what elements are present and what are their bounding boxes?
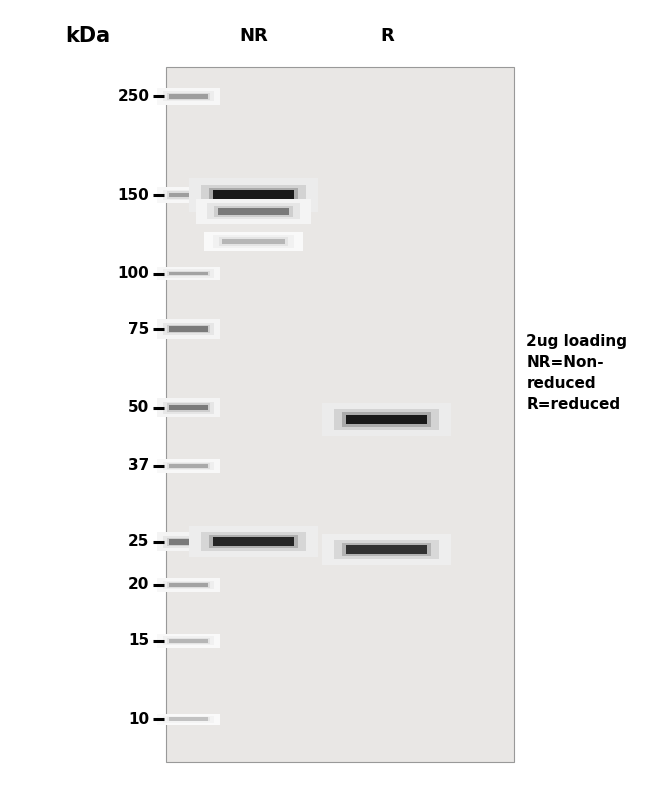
Bar: [163, 323, 214, 335]
Bar: [167, 93, 210, 100]
Text: 20: 20: [128, 577, 150, 592]
Text: NR: NR: [239, 27, 268, 44]
Bar: [157, 714, 220, 725]
Bar: [167, 325, 210, 333]
Bar: [163, 715, 214, 723]
Bar: [163, 91, 214, 102]
Bar: [219, 237, 288, 245]
Bar: [201, 532, 306, 551]
Bar: [203, 232, 304, 251]
Bar: [346, 545, 427, 554]
Bar: [163, 636, 214, 645]
Text: 2ug loading
NR=Non-
reduced
R=reduced: 2ug loading NR=Non- reduced R=reduced: [526, 334, 627, 412]
Text: 25: 25: [128, 534, 150, 549]
Bar: [167, 463, 210, 469]
Bar: [209, 535, 298, 549]
Bar: [167, 538, 210, 546]
Bar: [201, 184, 306, 206]
Bar: [157, 532, 220, 552]
Bar: [169, 94, 208, 98]
Bar: [169, 638, 208, 642]
Bar: [169, 272, 208, 276]
Text: 15: 15: [129, 633, 150, 648]
Text: kDa: kDa: [65, 25, 110, 46]
Text: 10: 10: [129, 711, 150, 727]
Bar: [157, 459, 220, 473]
Bar: [343, 543, 431, 557]
Bar: [169, 718, 208, 721]
Bar: [167, 271, 210, 276]
Text: 250: 250: [118, 89, 150, 104]
Bar: [189, 179, 318, 212]
Bar: [157, 187, 220, 203]
Bar: [163, 536, 214, 548]
Text: 150: 150: [118, 187, 150, 202]
Bar: [157, 267, 220, 280]
Text: 100: 100: [118, 266, 150, 281]
Bar: [167, 403, 210, 412]
Bar: [167, 191, 210, 198]
Bar: [163, 402, 214, 414]
Bar: [169, 539, 208, 545]
Bar: [157, 319, 220, 339]
Bar: [322, 534, 451, 565]
Bar: [213, 191, 294, 200]
Bar: [167, 582, 210, 588]
Bar: [157, 88, 220, 105]
Text: R: R: [380, 27, 394, 44]
Bar: [169, 583, 208, 587]
Bar: [169, 464, 208, 468]
Bar: [222, 239, 285, 245]
Bar: [343, 412, 431, 426]
Bar: [334, 409, 439, 430]
Bar: [189, 526, 318, 557]
Bar: [322, 403, 451, 436]
Text: 50: 50: [128, 400, 150, 415]
Bar: [334, 540, 439, 559]
Bar: [214, 206, 292, 217]
Bar: [213, 538, 294, 546]
Bar: [163, 190, 214, 200]
Bar: [218, 207, 289, 214]
Bar: [157, 578, 220, 592]
Bar: [213, 235, 294, 248]
Bar: [346, 414, 427, 424]
Bar: [209, 188, 298, 202]
Bar: [167, 638, 210, 644]
Bar: [166, 67, 514, 762]
Bar: [169, 193, 208, 198]
Bar: [207, 203, 300, 219]
Bar: [163, 580, 214, 589]
Text: 37: 37: [128, 458, 150, 473]
Text: 75: 75: [128, 322, 150, 337]
Bar: [196, 198, 311, 224]
Bar: [157, 398, 220, 418]
Bar: [163, 461, 214, 470]
Bar: [169, 405, 208, 410]
Bar: [157, 634, 220, 648]
Bar: [163, 269, 214, 278]
Bar: [169, 326, 208, 332]
Bar: [167, 717, 210, 722]
